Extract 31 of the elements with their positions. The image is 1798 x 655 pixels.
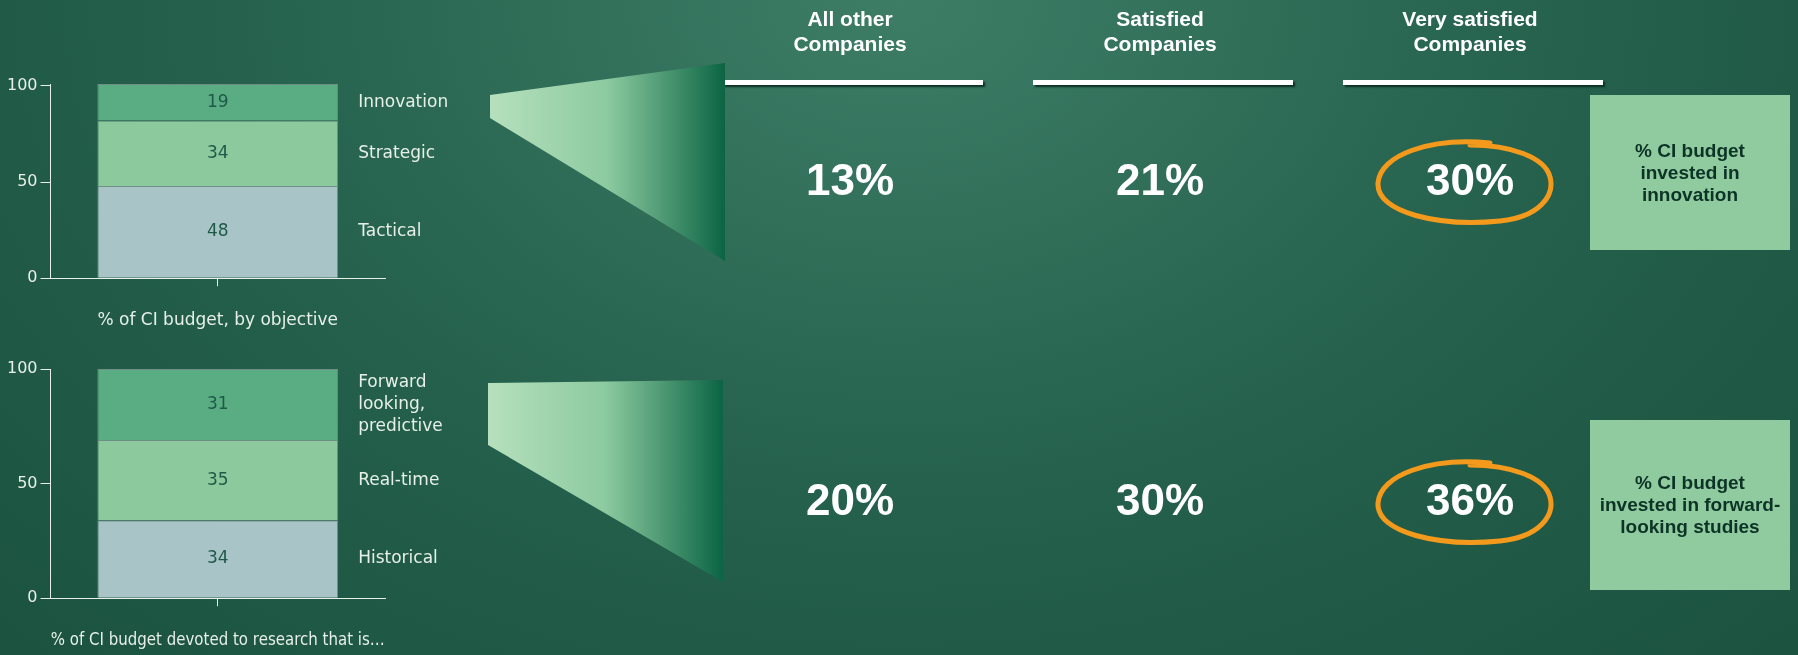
data-label: 36%	[1424, 475, 1516, 525]
data-label: 30%	[1424, 155, 1516, 205]
series-label: Tactical	[357, 220, 422, 241]
y-tick-label: 50	[17, 171, 38, 191]
series-label: Historical	[358, 547, 438, 568]
text: % CI budget invested in innovation	[1590, 95, 1790, 250]
data-label: 13%	[804, 155, 896, 205]
y-tick-label: 0	[27, 267, 38, 287]
y-tick-label: 100	[6, 75, 38, 95]
category-label: Satisfied Companies	[1102, 6, 1218, 56]
series-label: Forward looking, predictive	[358, 370, 443, 435]
data-label: 19	[206, 90, 229, 111]
data-label: 30%	[1114, 475, 1206, 525]
series-label: Strategic	[358, 141, 436, 162]
y-tick-label: 50	[17, 472, 38, 492]
series-label: Real-time	[358, 468, 440, 489]
data-label: 21%	[1114, 155, 1206, 205]
y-tick-label: 0	[27, 587, 38, 607]
x-axis-title: % of CI budget devoted to research that is…	[50, 629, 385, 650]
data-label: 48	[206, 220, 229, 241]
series-label: Innovation	[358, 90, 449, 111]
category-label: All other Companies	[792, 6, 908, 56]
data-label: 34	[206, 547, 229, 568]
x-axis-title: % of CI budget, by objective	[97, 309, 339, 330]
data-label: 20%	[804, 475, 896, 525]
data-label: 35	[206, 468, 229, 489]
text: % CI budget invested in forward-looking studies	[1590, 420, 1790, 590]
data-label: 31	[206, 392, 229, 413]
y-tick-label: 100	[6, 358, 38, 378]
category-label: Very satisfied Companies	[1401, 6, 1539, 56]
data-label: 34	[206, 141, 229, 162]
